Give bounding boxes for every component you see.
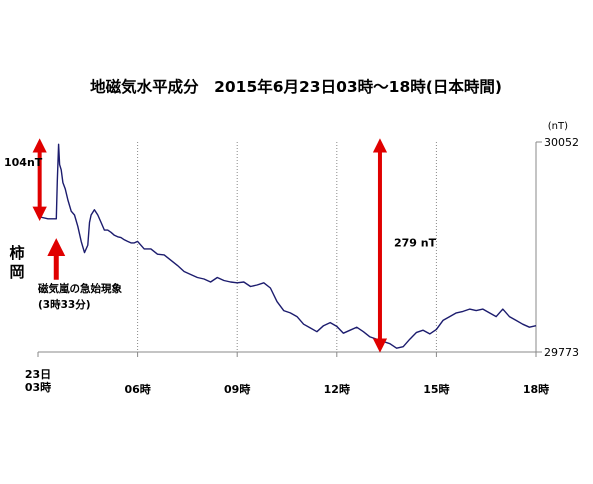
y-tick-label-1: 29773	[544, 346, 579, 359]
x-tick-label-9h: 09時	[224, 382, 250, 396]
chart-title: 地磁気水平成分 2015年6月23日03時～18時(日本時間)	[90, 77, 502, 96]
y-tick-label-0: 30052	[544, 136, 579, 149]
x-tick-label-15h: 15時	[423, 382, 449, 396]
vertical-gridlines	[137, 142, 437, 352]
amplitude-label-0: 104nT	[4, 156, 43, 169]
onset-label: 磁気嵐の急始現象(3時33分)	[38, 282, 122, 311]
x-tick-label-3h: 23日 03時	[25, 368, 51, 394]
amplitude-label-1: 279 nT	[394, 237, 437, 250]
series-layer	[37, 143, 537, 349]
x-tick-label-18h: 18時	[523, 382, 549, 396]
x-tick-label-6h: 06時	[124, 382, 150, 396]
series-line-0	[37, 143, 537, 349]
x-tick-label-12h: 12時	[324, 382, 350, 396]
station-label: 柿岡	[9, 244, 24, 281]
tick-labels: 23日 03時 06時 09時 12時 15時 18時 30052 29773	[25, 136, 579, 396]
unit-label: (nT)	[548, 121, 568, 132]
axes	[38, 141, 542, 353]
annotations: 104nT 279 nT 磁気嵐の急始現象(3時33分)	[4, 138, 437, 353]
